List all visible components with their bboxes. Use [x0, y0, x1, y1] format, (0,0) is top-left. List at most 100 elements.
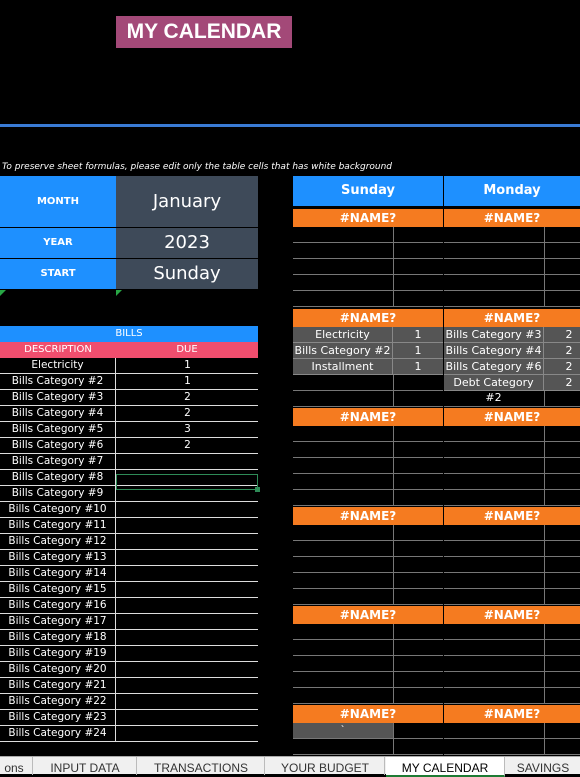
bill-due-cell[interactable]: 1 — [184, 375, 191, 387]
table-row: Bills Category #18 — [0, 630, 258, 646]
bill-due-cell[interactable]: 2 — [184, 391, 191, 403]
calendar-entry-cell — [444, 474, 580, 490]
table-row: Bills Category #24 — [0, 726, 258, 742]
table-row: Bills Category #14 — [0, 566, 258, 582]
bill-description-cell[interactable]: Bills Category #9 — [0, 486, 116, 501]
calendar-entry-cell — [293, 656, 443, 672]
bill-description-cell[interactable]: Bills Category #22 — [0, 694, 116, 709]
bill-description-cell[interactable]: Bills Category #3 — [0, 390, 116, 405]
bill-description-cell[interactable]: Bills Category #6 — [0, 438, 116, 453]
start-value-cell[interactable]: Sunday — [116, 259, 258, 289]
bill-description-cell[interactable]: Bills Category #19 — [0, 646, 116, 661]
bill-due-cell[interactable]: 2 — [184, 439, 191, 451]
calendar-entry-cell — [293, 458, 443, 474]
calendar-entry-cell — [293, 688, 443, 704]
bill-description-cell[interactable]: Bills Category #14 — [0, 566, 116, 581]
table-row: Bills Category #22 — [0, 694, 258, 710]
date-cell: #NAME? — [444, 705, 580, 723]
bill-description-cell[interactable]: Bills Category #21 — [0, 678, 116, 693]
stray-mark-cell: ` — [293, 723, 393, 739]
day-header-monday: Monday — [444, 176, 580, 206]
calendar-bill-entry: Debt Category #2 2 — [444, 375, 580, 404]
calendar-entry-cell — [444, 723, 580, 739]
calendar-entry-cell — [444, 624, 580, 640]
calendar-bill-entry: Bills Category #2 1 — [293, 343, 443, 359]
calendar-entry-cell — [293, 624, 443, 640]
calendar-entry-cell — [293, 640, 443, 656]
date-cell: #NAME? — [444, 209, 580, 227]
calendar-entry-cell — [293, 227, 443, 243]
bill-description-cell[interactable]: Bills Category #18 — [0, 630, 116, 645]
year-label: YEAR — [0, 228, 116, 258]
bill-description-cell[interactable]: Bills Category #7 — [0, 454, 116, 469]
header-divider — [0, 124, 580, 127]
bill-description-cell[interactable]: Bills Category #10 — [0, 502, 116, 517]
page-title: MY CALENDAR — [116, 16, 292, 48]
calendar-entry-cell — [293, 375, 443, 391]
calendar-entry-cell — [444, 275, 580, 291]
date-cell: #NAME? — [293, 309, 443, 327]
sheet-tab-your-budget[interactable]: YOUR BUDGET — [266, 757, 385, 775]
table-row: Bills Category #20 — [0, 662, 258, 678]
entry-value: 2 — [565, 328, 573, 341]
bill-description-cell[interactable]: Bills Category #20 — [0, 662, 116, 677]
calendar-bill-entry: Bills Category #3 2 — [444, 327, 580, 343]
year-value-cell[interactable]: 2023 — [116, 228, 258, 258]
bill-description-cell[interactable]: Bills Category #8 — [0, 470, 116, 485]
table-row: Bills Category #11 — [0, 518, 258, 534]
calendar-entry-cell — [293, 474, 443, 490]
sheet-tab-my-calendar[interactable]: MY CALENDAR — [386, 757, 505, 777]
sheet-tab-ons[interactable]: ons — [0, 757, 33, 775]
date-cell: #NAME? — [444, 606, 580, 624]
bill-description-cell[interactable]: Bills Category #11 — [0, 518, 116, 533]
month-value-cell[interactable]: January — [116, 176, 258, 227]
calendar-bill-entry: Electricity 1 — [293, 327, 443, 343]
entry-value: 1 — [414, 360, 422, 373]
calendar-entry-cell — [444, 656, 580, 672]
table-row: Bills Category #8 — [0, 470, 258, 486]
bill-due-cell[interactable]: 3 — [184, 423, 191, 435]
bill-description-cell[interactable]: Bills Category #23 — [0, 710, 116, 725]
calendar-entry-cell — [293, 573, 443, 589]
bills-column-headers: DESCRIPTION DUE — [0, 342, 258, 358]
bill-description-cell[interactable]: Electricity — [0, 358, 116, 373]
bill-description-cell[interactable]: Bills Category #5 — [0, 422, 116, 437]
calendar-bill-entry: Bills Category #4 2 — [444, 343, 580, 359]
table-row: Bills Category #12 — [0, 534, 258, 550]
entry-label: Bills Category #3 — [444, 327, 544, 342]
comment-marker-icon — [116, 290, 122, 296]
calendar-entry-cell — [293, 243, 443, 259]
bill-description-cell[interactable]: Bills Category #16 — [0, 598, 116, 613]
sheet-tab-input-data[interactable]: INPUT DATA — [34, 757, 137, 775]
table-row: Bills Category #4 2 — [0, 406, 258, 422]
sheet-tab-savings[interactable]: SAVINGS — [506, 757, 580, 775]
calendar-entry-cell — [293, 291, 443, 307]
bill-description-cell[interactable]: Bills Category #2 — [0, 374, 116, 389]
calendar-entry-cell — [444, 541, 580, 557]
due-column-header: DUE — [176, 344, 198, 355]
calendar-entry-cell — [293, 442, 443, 458]
date-cell: #NAME? — [293, 408, 443, 426]
bill-due-cell[interactable]: 2 — [184, 407, 191, 419]
bill-description-cell[interactable]: Bills Category #17 — [0, 614, 116, 629]
calendar-entry-cell — [293, 557, 443, 573]
bills-table-header: BILLS — [0, 326, 258, 342]
table-row: Bills Category #19 — [0, 646, 258, 662]
sheet-tab-transactions[interactable]: TRANSACTIONS — [138, 757, 265, 775]
table-row: Bills Category #2 1 — [0, 374, 258, 390]
calendar-entry-cell — [444, 426, 580, 442]
bills-table-body: Electricity 1 Bills Category #2 1 Bills Cate… — [0, 358, 258, 742]
bill-description-cell[interactable]: Bills Category #12 — [0, 534, 116, 549]
calendar-entry-cell — [444, 573, 580, 589]
bill-description-cell[interactable]: Bills Category #13 — [0, 550, 116, 565]
calendar-entry-cell — [444, 525, 580, 541]
selected-cell[interactable] — [116, 474, 258, 490]
bill-due-cell[interactable]: 1 — [184, 359, 191, 371]
bill-description-cell[interactable]: Bills Category #24 — [0, 726, 116, 741]
calendar-entry-cell — [444, 458, 580, 474]
fill-handle[interactable] — [255, 487, 260, 492]
calendar-entry-cell — [293, 259, 443, 275]
bill-description-cell[interactable]: Bills Category #4 — [0, 406, 116, 421]
calendar-entry-cell — [293, 275, 443, 291]
bill-description-cell[interactable]: Bills Category #15 — [0, 582, 116, 597]
